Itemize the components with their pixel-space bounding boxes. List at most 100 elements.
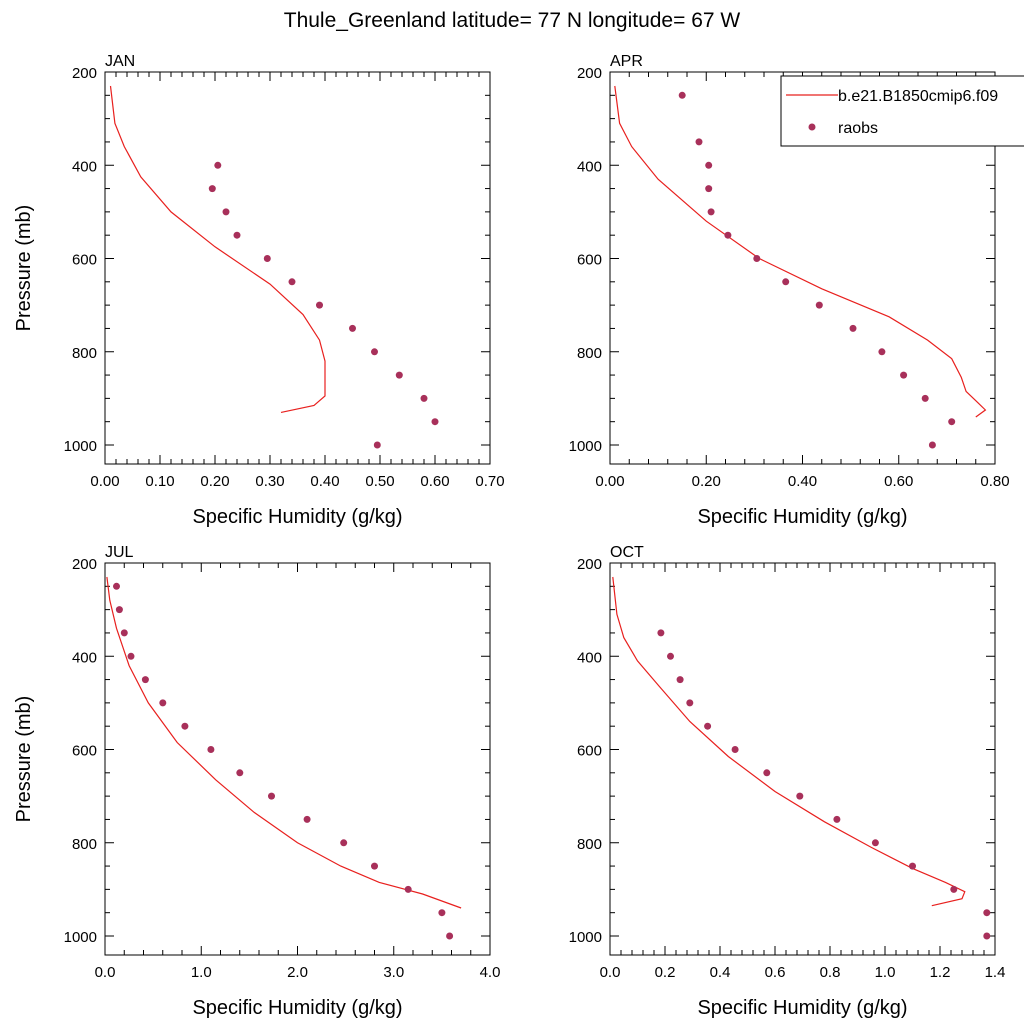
x-tick-label: 0.60 — [884, 473, 913, 490]
y-tick-label: 200 — [577, 65, 602, 82]
panel-oct: OCT 0.0 0.2 0.4 0.6 0.8 1.0 1.2 1.4 200 400 600 800 1… — [569, 544, 1006, 1019]
plot-frame-jan — [104, 71, 491, 465]
obs-point — [316, 301, 323, 309]
obs-point — [782, 278, 790, 286]
legend-model-label: b.e21.B1850cmip6.f09 — [838, 88, 998, 105]
obs-point — [707, 208, 715, 216]
x-tick-label: 0.30 — [255, 473, 284, 490]
obs-point — [181, 722, 189, 730]
obs-point — [724, 231, 732, 239]
y-tick-label: 600 — [577, 252, 602, 269]
obs-point — [731, 746, 739, 753]
y-tick-label: 200 — [577, 556, 602, 573]
obs-point — [420, 394, 428, 402]
x-tick-label: 0.0 — [95, 964, 116, 981]
obs-point — [371, 862, 378, 870]
y-tick-label: 400 — [72, 649, 97, 666]
obs-point — [909, 862, 916, 870]
obs-point — [207, 746, 215, 753]
x-tick-label: 1.0 — [875, 964, 896, 981]
x-tick-label: 0.40 — [310, 473, 339, 490]
model-line-oct — [612, 576, 966, 907]
y-tick-label: 600 — [577, 743, 602, 760]
plot-frame-oct — [609, 562, 996, 956]
obs-point — [948, 418, 956, 426]
obs-point — [753, 255, 761, 262]
figure-title: Thule_Greenland latitude= 77 N longitude… — [284, 9, 741, 32]
obs-point — [705, 161, 713, 169]
obs-point — [921, 394, 929, 402]
obs-point — [678, 91, 686, 99]
obs-point — [871, 839, 879, 847]
obs-point — [878, 348, 886, 356]
x-tick-label: 0.40 — [788, 473, 817, 490]
obs-point — [686, 699, 694, 707]
x-tick-label: 0.60 — [420, 473, 449, 490]
plot-frame-jul — [104, 562, 491, 956]
y-tick-label: 1000 — [569, 438, 602, 455]
obs-point — [371, 348, 378, 356]
obs-point — [900, 371, 908, 379]
y-tick-label: 1000 — [64, 438, 97, 455]
obs-point — [141, 676, 149, 684]
x-tick-label: 0.20 — [692, 473, 721, 490]
panel-title-oct: OCT — [610, 544, 644, 561]
obs-point — [833, 815, 841, 823]
y-tick-label: 800 — [577, 836, 602, 853]
x-tick-label: 4.0 — [480, 964, 501, 981]
obs-point — [303, 815, 311, 823]
y-axis-label: Pressure (mb) — [13, 696, 35, 823]
panel-jul: JUL 0.0 1.0 2.0 3.0 4.0 200 400 600 800 1000 Specif… — [13, 544, 500, 1019]
obs-point — [950, 885, 958, 893]
x-axis-label: Specific Humidity (g/kg) — [192, 506, 402, 528]
x-tick-label: 1.0 — [191, 964, 212, 981]
obs-point — [657, 629, 665, 637]
y-axis-label: Pressure (mb) — [13, 205, 35, 332]
obs-point — [208, 185, 216, 193]
obs-point — [340, 839, 348, 847]
obs-point — [395, 371, 403, 379]
obs-point — [667, 652, 674, 660]
x-tick-label: 1.2 — [930, 964, 951, 981]
obs-point — [705, 185, 713, 193]
obs-point — [120, 629, 128, 637]
obs-point — [373, 441, 381, 449]
obs-point — [233, 231, 241, 239]
legend: b.e21.B1850cmip6.f09 raobs — [780, 75, 1024, 147]
obs-point — [676, 676, 684, 684]
y-tick-label: 200 — [72, 65, 97, 82]
obs-point — [288, 278, 296, 286]
x-tick-label: 0.20 — [200, 473, 229, 490]
obs-point — [113, 582, 120, 590]
x-tick-label: 0.4 — [710, 964, 731, 981]
x-tick-label: 0.6 — [765, 964, 786, 981]
obs-point — [263, 255, 271, 262]
obs-point — [928, 441, 936, 449]
y-tick-label: 200 — [72, 556, 97, 573]
obs-point — [983, 932, 991, 940]
y-tick-label: 800 — [72, 836, 97, 853]
obs-point — [983, 909, 991, 917]
obs-point — [695, 138, 703, 146]
y-tick-label: 400 — [577, 649, 602, 666]
y-tick-label: 400 — [72, 158, 97, 175]
obs-point — [431, 418, 439, 426]
obs-point — [127, 652, 135, 660]
obs-point — [815, 301, 823, 309]
panel-title-jul: JUL — [105, 544, 134, 561]
x-tick-label: 0.2 — [655, 964, 676, 981]
x-axis-label: Specific Humidity (g/kg) — [192, 997, 402, 1019]
obs-point — [438, 909, 446, 917]
panel-title-apr: APR — [610, 53, 643, 70]
x-tick-label: 0.80 — [980, 473, 1009, 490]
y-tick-label: 800 — [577, 345, 602, 362]
model-line-jul — [106, 576, 462, 909]
x-tick-label: 0.0 — [600, 964, 621, 981]
y-tick-label: 600 — [72, 252, 97, 269]
y-tick-label: 1000 — [569, 929, 602, 946]
obs-point — [214, 161, 222, 169]
legend-obs-label: raobs — [838, 120, 878, 137]
obs-point — [704, 722, 712, 730]
obs-point — [446, 932, 454, 940]
